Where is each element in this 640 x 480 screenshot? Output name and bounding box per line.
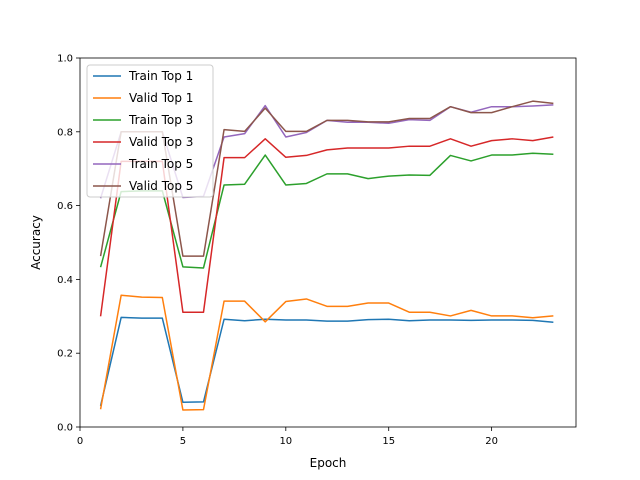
- legend-label-5: Train Top 5: [128, 157, 193, 171]
- x-tick-label: 20: [485, 436, 498, 447]
- legend: Train Top 1 Valid Top 1 Train Top 3 Valid T…: [86, 64, 214, 198]
- x-tick-label: 15: [382, 436, 395, 447]
- y-tick-label: 0.6: [57, 201, 73, 212]
- y-axis-label: Accuracy: [29, 215, 43, 270]
- y-tick-label: 0.0: [57, 423, 73, 434]
- plot-frame: [79, 57, 577, 428]
- y-tick-label: 0.8: [57, 127, 73, 138]
- legend-label-1: Train Top 1: [128, 69, 193, 83]
- series-line-2: [99, 294, 554, 411]
- x-tick-label: 0: [77, 436, 83, 447]
- series-line-4: [99, 136, 554, 317]
- x-axis-label: Epoch: [310, 456, 347, 470]
- y-tick-label: 1.0: [57, 54, 73, 65]
- legend-label-3: Train Top 3: [128, 113, 193, 127]
- legend-box: [86, 64, 214, 198]
- legend-label-6: Valid Top 5: [129, 179, 193, 193]
- axes-layer: 0 5 10 15 20 0.0 0.2 0.4 0.6 0.8 1.0: [57, 54, 577, 447]
- y-tick-label: 0.4: [57, 275, 73, 286]
- y-tick-label: 0.2: [57, 349, 73, 360]
- x-tick-label: 10: [279, 436, 292, 447]
- series-line-6: [99, 100, 554, 257]
- x-tick-label: 5: [180, 436, 186, 447]
- legend-label-2: Valid Top 1: [129, 91, 193, 105]
- legend-label-4: Valid Top 3: [129, 135, 193, 149]
- series-line-3: [99, 152, 554, 269]
